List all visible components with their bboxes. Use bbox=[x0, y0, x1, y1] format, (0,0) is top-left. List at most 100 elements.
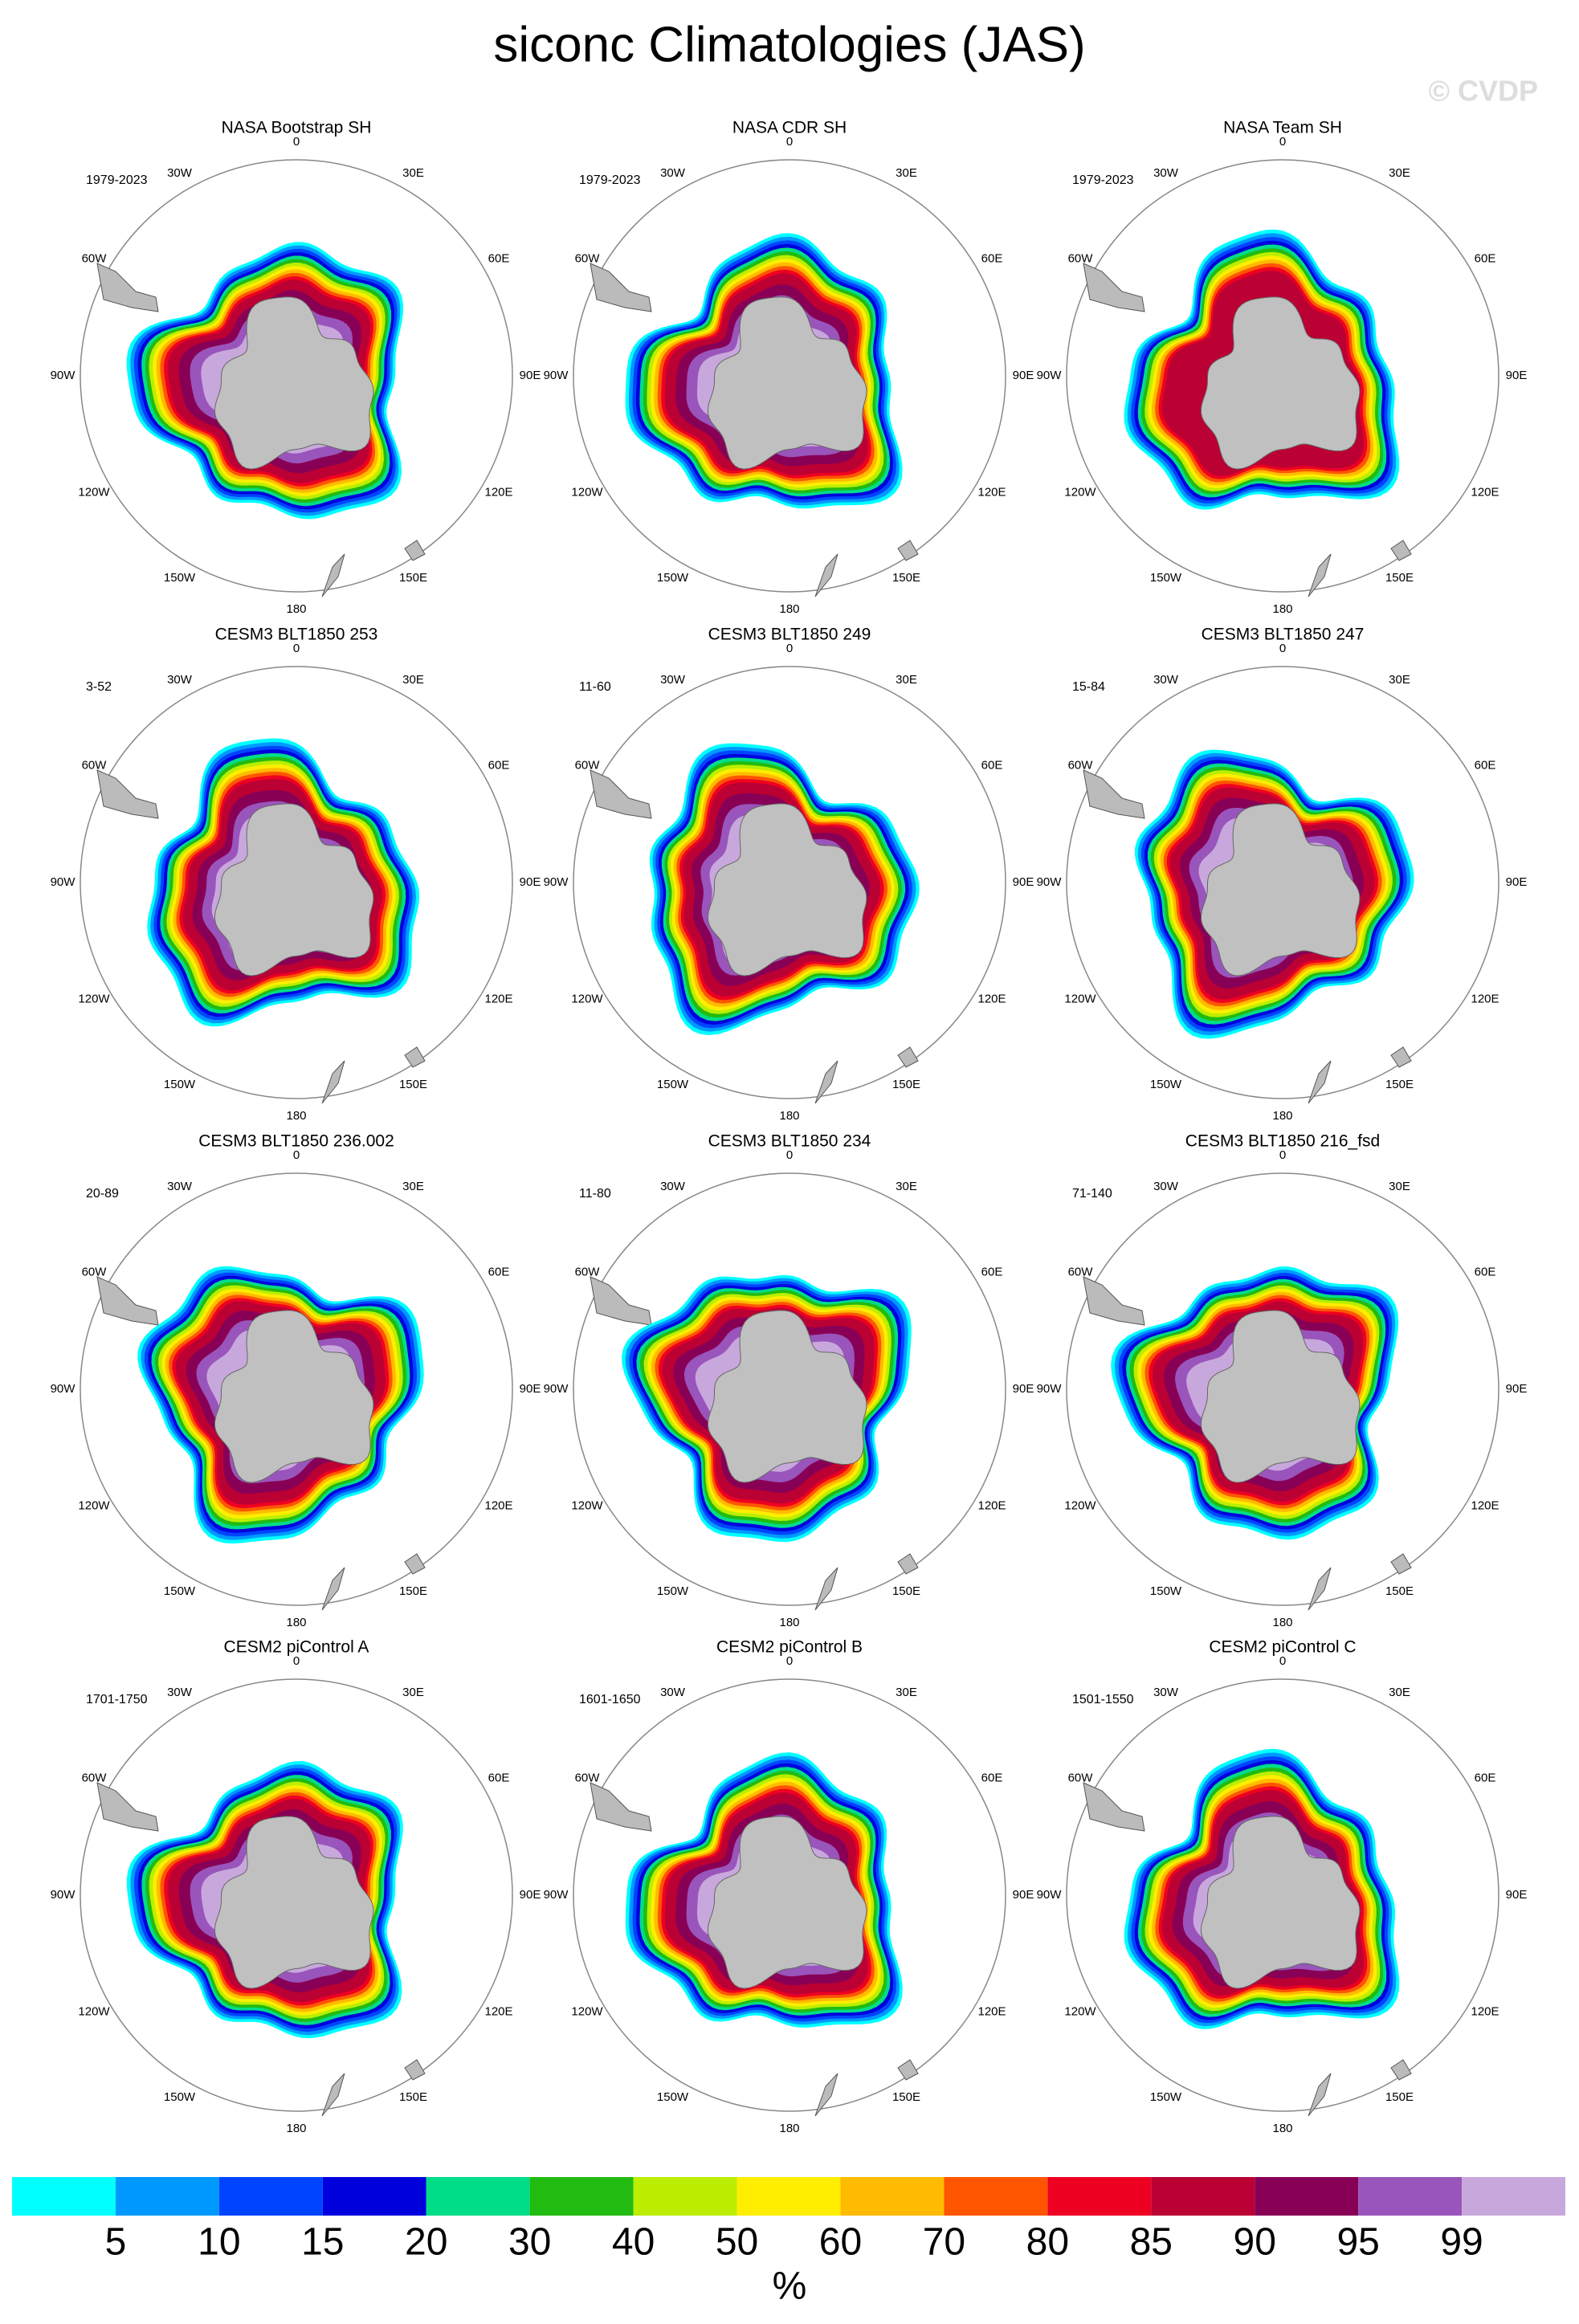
longitude-label: 180 bbox=[286, 1109, 306, 1123]
panel-title: CESM2 piControl A bbox=[224, 1638, 369, 1657]
land bbox=[321, 1567, 345, 1611]
longitude-label: 60W bbox=[82, 758, 108, 772]
map-boundary bbox=[80, 666, 513, 1099]
longitude-label: 120E bbox=[1471, 485, 1499, 499]
longitude-label: 150E bbox=[399, 1078, 427, 1091]
map-boundary bbox=[573, 1678, 1006, 2112]
map-panel: CESM3 BLT1850 247 15-84 0 30E 60E 90E 120E 150E… bbox=[1037, 626, 1528, 1123]
longitude-label: 90W bbox=[544, 1382, 569, 1396]
panel-period: 1979-2023 bbox=[86, 173, 148, 187]
longitude-label: 60E bbox=[981, 758, 1003, 772]
longitude-label: 30W bbox=[660, 1686, 686, 1699]
longitude-label: 30E bbox=[1389, 1180, 1410, 1193]
longitude-label: 0 bbox=[293, 1148, 300, 1162]
longitude-label: 90E bbox=[520, 1382, 541, 1396]
panel-title: CESM3 BLT1850 236.002 bbox=[198, 1132, 394, 1151]
longitude-label: 30E bbox=[896, 1686, 917, 1699]
land bbox=[1390, 1553, 1412, 1575]
land bbox=[897, 2059, 919, 2081]
longitude-label: 180 bbox=[286, 602, 306, 616]
longitude-label: 0 bbox=[1279, 1148, 1286, 1162]
land bbox=[590, 263, 652, 312]
longitude-label: 90W bbox=[1037, 875, 1063, 889]
longitude-label: 120W bbox=[78, 2004, 110, 2018]
land bbox=[1308, 2073, 1332, 2117]
panel-title: NASA CDR SH bbox=[732, 119, 847, 137]
land bbox=[96, 769, 159, 819]
panel-title: CESM3 BLT1850 216_fsd bbox=[1185, 1132, 1380, 1151]
longitude-label: 150E bbox=[399, 2090, 427, 2104]
longitude-label: 0 bbox=[1279, 642, 1286, 655]
longitude-label: 30E bbox=[402, 166, 424, 180]
colorbar-box bbox=[1151, 2177, 1255, 2216]
longitude-label: 120W bbox=[1064, 992, 1096, 1005]
antarctica bbox=[214, 1816, 374, 1989]
longitude-label: 120W bbox=[1064, 1498, 1096, 1512]
longitude-label: 30E bbox=[896, 166, 917, 180]
panel-period: 15-84 bbox=[1072, 680, 1105, 694]
map-panel: CESM3 BLT1850 253 3-52 0 30E 60E 90E 120E 150E 1… bbox=[51, 626, 541, 1123]
land bbox=[404, 540, 426, 561]
longitude-label: 90W bbox=[544, 369, 569, 382]
longitude-label: 180 bbox=[286, 1616, 306, 1629]
longitude-label: 60E bbox=[1475, 251, 1496, 265]
land bbox=[1083, 1276, 1145, 1326]
figure-title: siconc Climatologies (JAS) bbox=[493, 17, 1085, 72]
map-panel: CESM3 BLT1850 249 11-60 0 30E 60E 90E 120E 150E… bbox=[544, 626, 1034, 1123]
longitude-label: 0 bbox=[1279, 1654, 1286, 1668]
land bbox=[814, 553, 838, 597]
longitude-label: 120W bbox=[571, 1498, 603, 1512]
longitude-label: 180 bbox=[286, 2122, 306, 2135]
colorbar-label: 70 bbox=[923, 2221, 965, 2264]
longitude-label: 60E bbox=[981, 1771, 1003, 1784]
land bbox=[814, 2073, 838, 2117]
panel-title: NASA Team SH bbox=[1223, 119, 1342, 137]
longitude-label: 60W bbox=[1068, 1265, 1094, 1278]
longitude-label: 30W bbox=[1153, 1686, 1179, 1699]
longitude-label: 90W bbox=[544, 875, 569, 889]
longitude-label: 30E bbox=[1389, 1686, 1410, 1699]
map-boundary bbox=[80, 1678, 513, 2112]
longitude-label: 150E bbox=[892, 1078, 920, 1091]
longitude-label: 30W bbox=[167, 673, 193, 687]
longitude-label: 150W bbox=[657, 1078, 689, 1091]
map-panel: CESM3 BLT1850 216_fsd 71-140 0 30E 60E 90E 120… bbox=[1037, 1132, 1528, 1629]
longitude-label: 60W bbox=[1068, 1771, 1094, 1784]
longitude-label: 90W bbox=[51, 875, 76, 889]
longitude-label: 90E bbox=[1506, 1888, 1528, 1902]
longitude-label: 90E bbox=[520, 1888, 541, 1902]
longitude-label: 30E bbox=[1389, 673, 1410, 687]
longitude-label: 150W bbox=[657, 2090, 689, 2104]
panel-title: CESM3 BLT1850 234 bbox=[708, 1132, 871, 1151]
map-boundary bbox=[80, 159, 513, 593]
panel-period: 1701-1750 bbox=[86, 1693, 148, 1706]
colorbar-label: 5 bbox=[105, 2221, 127, 2264]
colorbar-box bbox=[529, 2177, 634, 2216]
map-boundary bbox=[1066, 159, 1499, 593]
colorbar-label: 30 bbox=[508, 2221, 551, 2264]
longitude-label: 180 bbox=[779, 602, 799, 616]
map-boundary bbox=[1066, 1678, 1499, 2112]
land bbox=[1083, 1782, 1145, 1832]
land bbox=[897, 1553, 919, 1575]
panel-period: 11-60 bbox=[579, 680, 611, 694]
land bbox=[897, 1046, 919, 1068]
longitude-label: 90E bbox=[1506, 875, 1528, 889]
longitude-label: 60W bbox=[82, 251, 108, 265]
longitude-label: 60E bbox=[488, 758, 510, 772]
longitude-label: 120W bbox=[571, 992, 603, 1005]
longitude-label: 150W bbox=[164, 1078, 196, 1091]
map-panel: NASA CDR SH 1979-2023 0 30E 60E 90E 120E 150E 18… bbox=[544, 119, 1034, 616]
longitude-label: 150E bbox=[1385, 1078, 1414, 1091]
antarctica bbox=[1201, 803, 1361, 976]
panel-period: 1979-2023 bbox=[579, 173, 641, 187]
land bbox=[1083, 769, 1145, 819]
panel-period: 71-140 bbox=[1072, 1187, 1112, 1201]
longitude-label: 60E bbox=[1475, 1771, 1496, 1784]
antarctica bbox=[214, 803, 374, 976]
longitude-label: 120W bbox=[78, 1498, 110, 1512]
longitude-label: 60E bbox=[981, 251, 1003, 265]
colorbar-box bbox=[944, 2177, 1048, 2216]
antarctica bbox=[214, 1310, 374, 1483]
